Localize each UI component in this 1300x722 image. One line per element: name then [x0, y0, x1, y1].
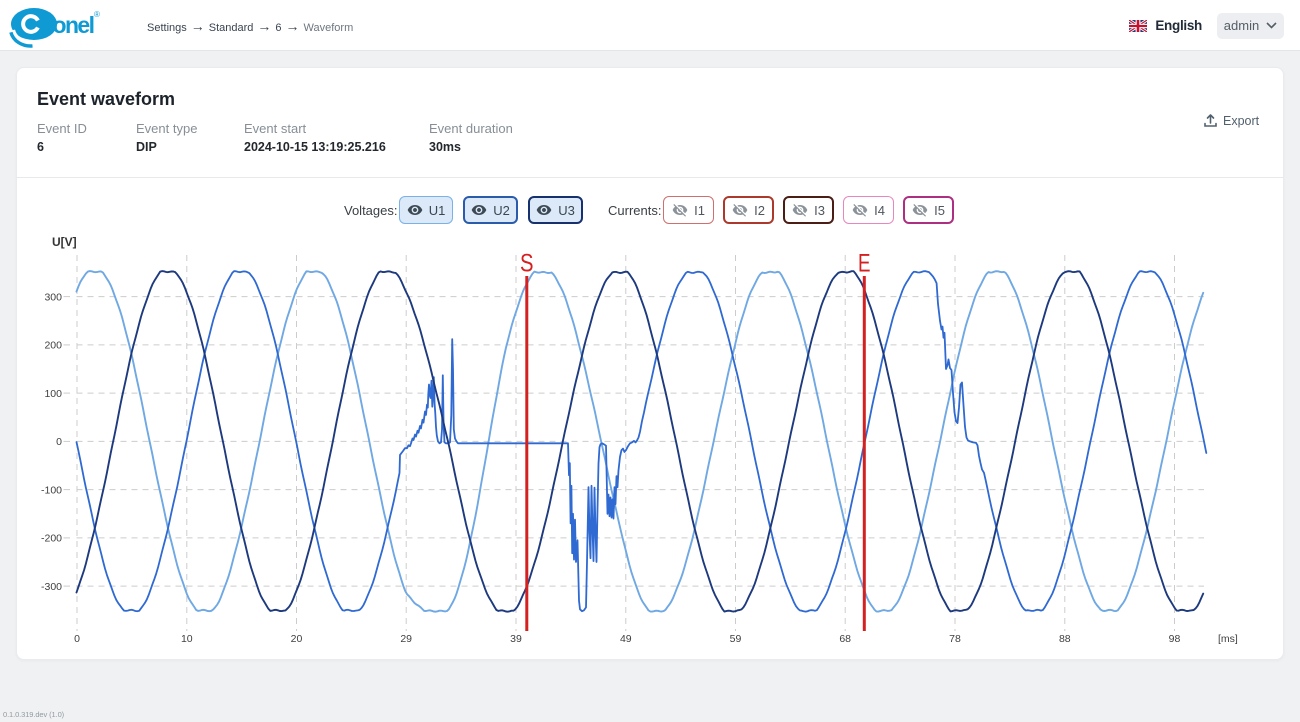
svg-text:U[V]: U[V]	[52, 235, 77, 249]
svg-text:300: 300	[44, 291, 62, 303]
svg-text:E: E	[858, 250, 871, 278]
svg-text:100: 100	[44, 388, 62, 400]
svg-text:20: 20	[291, 633, 303, 645]
svg-text:0: 0	[74, 633, 80, 645]
svg-text:®: ®	[94, 10, 100, 19]
svg-text:59: 59	[730, 633, 742, 645]
svg-text:78: 78	[949, 633, 961, 645]
svg-text:49: 49	[620, 633, 632, 645]
svg-text:-100: -100	[41, 484, 62, 496]
svg-text:0: 0	[56, 436, 62, 448]
svg-text:88: 88	[1059, 633, 1071, 645]
svg-text:S: S	[520, 250, 534, 278]
svg-text:10: 10	[181, 633, 193, 645]
svg-text:[ms]: [ms]	[1218, 633, 1238, 645]
svg-text:-200: -200	[41, 533, 62, 545]
svg-text:onel: onel	[53, 12, 94, 38]
svg-text:68: 68	[839, 633, 851, 645]
svg-text:98: 98	[1169, 633, 1181, 645]
svg-text:200: 200	[44, 340, 62, 352]
svg-text:29: 29	[400, 633, 412, 645]
svg-text:-300: -300	[41, 581, 62, 593]
svg-text:39: 39	[510, 633, 522, 645]
